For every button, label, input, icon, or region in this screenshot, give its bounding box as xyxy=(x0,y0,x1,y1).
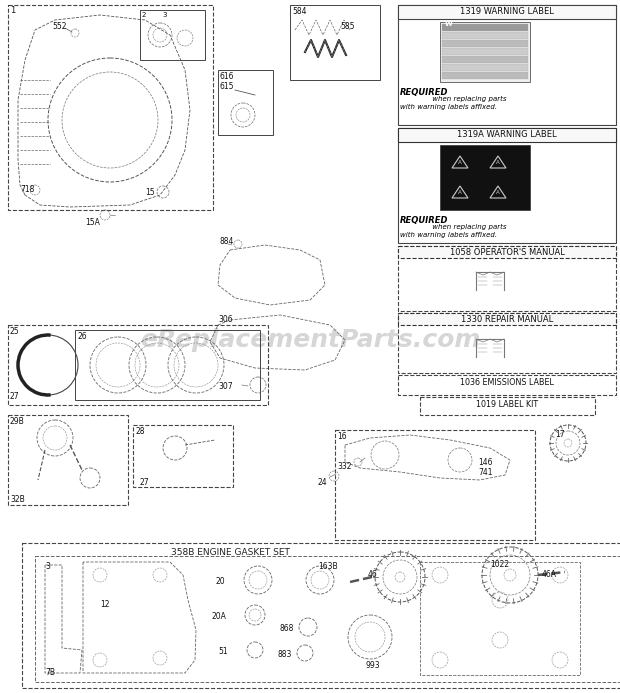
Text: 46: 46 xyxy=(368,570,378,579)
Bar xyxy=(8,415,128,505)
Text: 993: 993 xyxy=(365,661,379,670)
Text: 741: 741 xyxy=(478,468,492,477)
Bar xyxy=(398,246,616,311)
Bar xyxy=(22,543,620,688)
Text: 615: 615 xyxy=(220,82,234,91)
Bar xyxy=(398,128,616,142)
Text: 1058 OPERATOR'S MANUAL: 1058 OPERATOR'S MANUAL xyxy=(450,248,564,257)
Bar xyxy=(133,425,233,487)
Text: when replacing parts: when replacing parts xyxy=(430,96,507,102)
Text: 27: 27 xyxy=(10,392,20,401)
Bar xyxy=(75,330,260,400)
Text: 46A: 46A xyxy=(542,570,557,579)
Text: A: A xyxy=(458,191,462,195)
Text: eReplacementParts.com: eReplacementParts.com xyxy=(140,328,480,352)
Bar xyxy=(398,5,616,19)
Text: 15: 15 xyxy=(145,188,154,197)
Text: A: A xyxy=(496,191,500,195)
Bar xyxy=(8,325,268,405)
Bar xyxy=(398,246,616,258)
Text: 868: 868 xyxy=(280,624,294,633)
Text: 15A: 15A xyxy=(85,218,100,227)
Text: with warning labels affixed.: with warning labels affixed. xyxy=(400,104,497,110)
Text: 306: 306 xyxy=(218,315,232,324)
Text: 1330 REPAIR MANUAL: 1330 REPAIR MANUAL xyxy=(461,315,553,324)
Bar xyxy=(420,397,595,415)
Text: 2: 2 xyxy=(142,12,146,18)
Text: 16: 16 xyxy=(337,432,347,441)
Text: 146: 146 xyxy=(478,458,492,467)
Text: 25: 25 xyxy=(10,327,20,336)
Text: 163B: 163B xyxy=(318,562,338,571)
Bar xyxy=(398,313,616,373)
Text: 358B ENGINE GASKET SET: 358B ENGINE GASKET SET xyxy=(170,548,290,557)
Bar xyxy=(398,313,616,325)
Text: 307: 307 xyxy=(218,382,232,391)
Text: 27: 27 xyxy=(140,478,149,487)
Text: 20A: 20A xyxy=(212,612,227,621)
Text: 584: 584 xyxy=(292,7,306,16)
Text: 24: 24 xyxy=(318,478,327,487)
Text: 332: 332 xyxy=(337,462,352,471)
Text: 1036 EMISSIONS LABEL: 1036 EMISSIONS LABEL xyxy=(460,378,554,387)
Bar xyxy=(290,5,380,80)
Bar xyxy=(442,64,528,71)
Text: 585: 585 xyxy=(340,22,355,31)
Bar xyxy=(442,40,528,47)
Text: when replacing parts: when replacing parts xyxy=(430,224,507,230)
Bar xyxy=(442,24,528,31)
Bar xyxy=(398,128,616,243)
Text: W: W xyxy=(445,21,453,27)
Text: 883: 883 xyxy=(278,650,293,659)
Text: 3: 3 xyxy=(45,562,50,571)
Text: 7B: 7B xyxy=(45,668,55,677)
Bar xyxy=(8,5,213,210)
Text: 552: 552 xyxy=(52,22,66,31)
Text: A: A xyxy=(496,161,500,166)
Text: 616: 616 xyxy=(220,72,234,81)
Text: 3: 3 xyxy=(162,12,167,18)
Text: REQUIRED: REQUIRED xyxy=(400,88,448,97)
Text: 51: 51 xyxy=(218,647,228,656)
Text: 1022: 1022 xyxy=(490,560,509,569)
Text: REQUIRED: REQUIRED xyxy=(400,216,448,225)
Bar xyxy=(140,10,205,60)
Text: 17: 17 xyxy=(555,430,565,439)
Text: 884: 884 xyxy=(220,237,234,246)
Bar xyxy=(442,32,528,39)
Text: 20: 20 xyxy=(215,577,224,586)
Bar xyxy=(35,556,620,682)
Text: 1319A WARNING LABEL: 1319A WARNING LABEL xyxy=(457,130,557,139)
Bar xyxy=(442,56,528,63)
Bar xyxy=(442,48,528,55)
Bar xyxy=(442,72,528,79)
Text: 26: 26 xyxy=(77,332,87,341)
Text: 32B: 32B xyxy=(10,495,25,504)
Bar xyxy=(335,430,535,540)
Bar xyxy=(440,145,530,210)
Text: 28: 28 xyxy=(135,427,144,436)
Bar xyxy=(218,70,273,135)
Text: 29B: 29B xyxy=(10,417,25,426)
Text: 1019 LABEL KIT: 1019 LABEL KIT xyxy=(476,400,538,409)
Bar xyxy=(398,375,616,395)
Bar xyxy=(398,5,616,125)
Text: A: A xyxy=(458,161,462,166)
Text: 12: 12 xyxy=(100,600,110,609)
Text: 718: 718 xyxy=(20,185,34,194)
Text: with warning labels affixed.: with warning labels affixed. xyxy=(400,232,497,238)
Text: 1319 WARNING LABEL: 1319 WARNING LABEL xyxy=(460,7,554,16)
Text: 1: 1 xyxy=(10,6,16,15)
Bar xyxy=(440,22,530,82)
